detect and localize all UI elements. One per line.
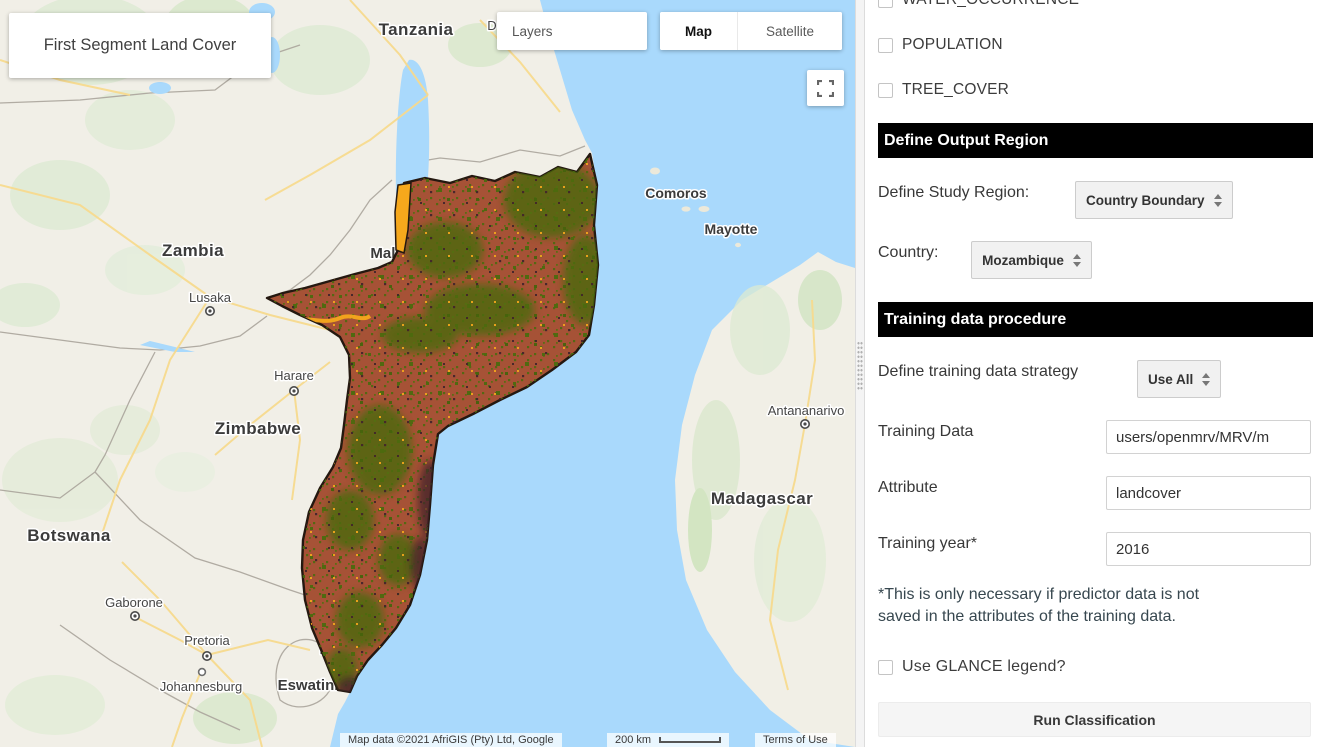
strategy-value: Use All <box>1148 371 1194 387</box>
panel-splitter[interactable] <box>855 0 865 747</box>
map-attribution-bar: Map data ©2021 AfriGIS (Pty) Ltd, Google… <box>0 733 855 747</box>
city-label-antananarivo: Antananarivo <box>768 403 845 418</box>
footnote-line1: *This is only necessary if predictor dat… <box>878 586 1200 603</box>
country-label-tanzania: Tanzania <box>379 20 454 39</box>
glance-legend-label: Use GLANCE legend? <box>902 658 1066 675</box>
city-marker-johannesburg <box>197 667 207 677</box>
scale-label: 200 km <box>615 734 652 746</box>
city-label-harare: Harare <box>274 368 314 383</box>
capital-marker-lusaka <box>205 305 216 316</box>
checkbox-row-glance: Use GLANCE legend? <box>878 657 1066 677</box>
country-label-botswana: Botswana <box>27 526 111 545</box>
islands-comoros <box>650 167 741 248</box>
city-markers <box>130 305 810 677</box>
map-type-control: Map Satellite <box>660 12 842 50</box>
attribute-label: Attribute <box>878 479 938 496</box>
define-output-region-header: Define Output Region <box>878 123 1313 158</box>
fullscreen-icon <box>817 79 834 97</box>
fullscreen-button[interactable] <box>807 70 844 106</box>
training-procedure-header: Training data procedure <box>878 302 1313 337</box>
scale-bar <box>659 736 722 743</box>
country-label-zimbabwe: Zimbabwe <box>215 419 301 438</box>
terrain-vegetation <box>0 0 842 744</box>
city-label-clipped: D <box>487 18 496 33</box>
footnote-text: *This is only necessary if predictor dat… <box>878 584 1308 627</box>
training-data-label: Training Data <box>878 423 974 440</box>
population-label: POPULATION <box>902 36 1003 53</box>
checkbox-row-population: POPULATION <box>878 35 1003 55</box>
water-occurrence-label: WATER_OCCURRENCE <box>902 0 1079 9</box>
country-borders <box>0 44 586 731</box>
attribute-input[interactable] <box>1106 476 1311 510</box>
country-label-mayotte: Mayotte <box>705 221 758 237</box>
country-value: Mozambique <box>982 252 1064 268</box>
checkbox-row-water-occurrence: WATER_OCCURRENCE <box>878 0 1079 10</box>
study-region-value: Country Boundary <box>1086 192 1205 208</box>
terms-of-use-link[interactable]: Terms of Use <box>755 733 836 747</box>
map-scale-control: 200 km <box>607 733 730 747</box>
strategy-select[interactable]: Use All <box>1137 360 1222 398</box>
map-title-card: First Segment Land Cover <box>9 13 271 78</box>
country-label-eswatini: Eswatini <box>278 677 339 694</box>
capital-marker-antananarivo <box>799 418 810 429</box>
training-data-input[interactable] <box>1106 420 1311 454</box>
country-label: Country: <box>878 244 939 261</box>
capital-marker-harare <box>288 385 299 396</box>
training-year-label: Training year* <box>878 535 978 552</box>
splitter-grip-icon[interactable] <box>857 341 863 391</box>
map-title-text: First Segment Land Cover <box>43 36 237 54</box>
tree-cover-checkbox[interactable] <box>878 82 893 98</box>
strategy-label: Define training data strategy <box>878 363 1079 380</box>
study-region-select[interactable]: Country Boundary <box>1075 181 1233 219</box>
map-data-credit: Map data ©2021 AfriGIS (Pty) Ltd, Google <box>340 733 562 747</box>
spinner-icon <box>1072 253 1081 267</box>
country-select[interactable]: Mozambique <box>971 241 1092 279</box>
population-checkbox[interactable] <box>878 37 893 53</box>
glance-legend-checkbox[interactable] <box>878 659 893 675</box>
settings-panel: WATER_OCCURRENCE POPULATION TREE_COVER D… <box>865 0 1319 747</box>
city-label-lusaka: Lusaka <box>189 290 232 305</box>
map-canvas[interactable]: Malawi Maputo Eswatini <box>0 0 855 747</box>
country-label-comoros: Comoros <box>645 185 707 201</box>
spinner-icon <box>1213 193 1222 207</box>
layers-label: Layers <box>512 23 553 39</box>
landmass-madagascar <box>675 252 855 747</box>
country-label-madagascar: Madagascar <box>711 489 813 508</box>
tree-cover-label: TREE_COVER <box>902 81 1010 98</box>
map-graphics: Malawi Maputo Eswatini <box>0 0 855 747</box>
map-view-button[interactable]: Map <box>660 12 738 50</box>
training-year-input[interactable] <box>1106 532 1311 566</box>
capital-marker-pretoria <box>202 650 213 661</box>
city-label-johannesburg: Johannesburg <box>160 679 242 694</box>
layers-panel[interactable]: Layers <box>497 12 647 50</box>
study-region-label: Define Study Region: <box>878 184 1030 201</box>
country-label-zambia: Zambia <box>162 241 224 260</box>
city-label-gaborone: Gaborone <box>105 595 163 610</box>
water-occurrence-checkbox[interactable] <box>878 0 893 8</box>
city-label-pretoria: Pretoria <box>184 633 230 648</box>
capital-marker-gaborone <box>130 610 141 621</box>
checkbox-row-tree-cover: TREE_COVER <box>878 80 1009 100</box>
spinner-icon <box>1202 372 1211 386</box>
overlay-orange-strip <box>394 182 412 255</box>
footnote-line2: saved in the attributes of the training … <box>878 607 1176 625</box>
roads <box>0 0 817 747</box>
run-classification-button[interactable]: Run Classification <box>878 702 1311 737</box>
satellite-view-button[interactable]: Satellite <box>738 12 842 50</box>
